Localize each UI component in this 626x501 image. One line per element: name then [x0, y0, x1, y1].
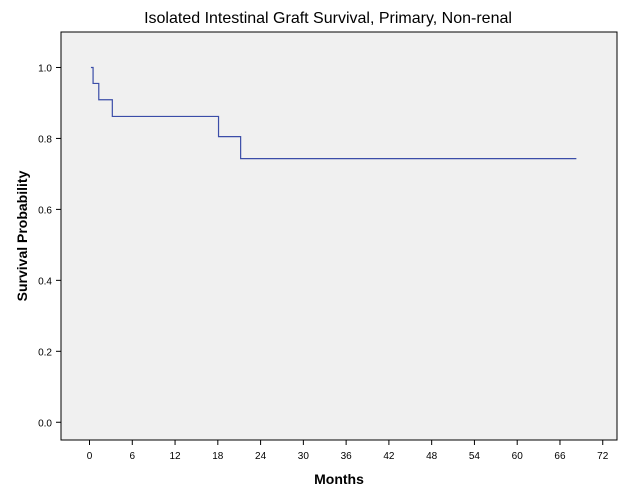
x-tick-label: 54 — [469, 451, 481, 462]
y-tick-label: 0.4 — [38, 276, 52, 287]
x-tick-label: 18 — [212, 451, 224, 462]
chart-title: Isolated Intestinal Graft Survival, Prim… — [144, 10, 512, 27]
y-tick-label: 0.2 — [38, 347, 52, 358]
x-axis-title: Months — [314, 471, 364, 487]
y-tick-label: 1.0 — [38, 63, 52, 74]
y-axis-title: Survival Probability — [14, 170, 30, 301]
x-axis: 0 6 12 18 24 30 36 42 48 54 60 66 72 — [87, 440, 609, 462]
x-tick-label: 30 — [298, 451, 310, 462]
x-tick-label: 60 — [512, 451, 524, 462]
y-axis: 0.0 0.2 0.4 0.6 0.8 1.0 — [38, 63, 61, 429]
x-tick-label: 24 — [255, 451, 267, 462]
x-tick-label: 72 — [597, 451, 609, 462]
x-tick-label: 6 — [130, 451, 136, 462]
survival-curve — [90, 66, 577, 160]
x-tick-label: 42 — [383, 451, 395, 462]
x-tick-label: 66 — [554, 451, 566, 462]
x-tick-label: 36 — [341, 451, 353, 462]
y-tick-label: 0.8 — [38, 134, 52, 145]
y-tick-label: 0.0 — [38, 418, 52, 429]
plot-area — [60, 31, 618, 441]
x-tick-label: 48 — [426, 451, 438, 462]
y-tick-label: 0.6 — [38, 205, 52, 216]
x-tick-label: 0 — [87, 451, 93, 462]
series-layer — [90, 66, 577, 160]
x-tick-label: 12 — [169, 451, 181, 462]
